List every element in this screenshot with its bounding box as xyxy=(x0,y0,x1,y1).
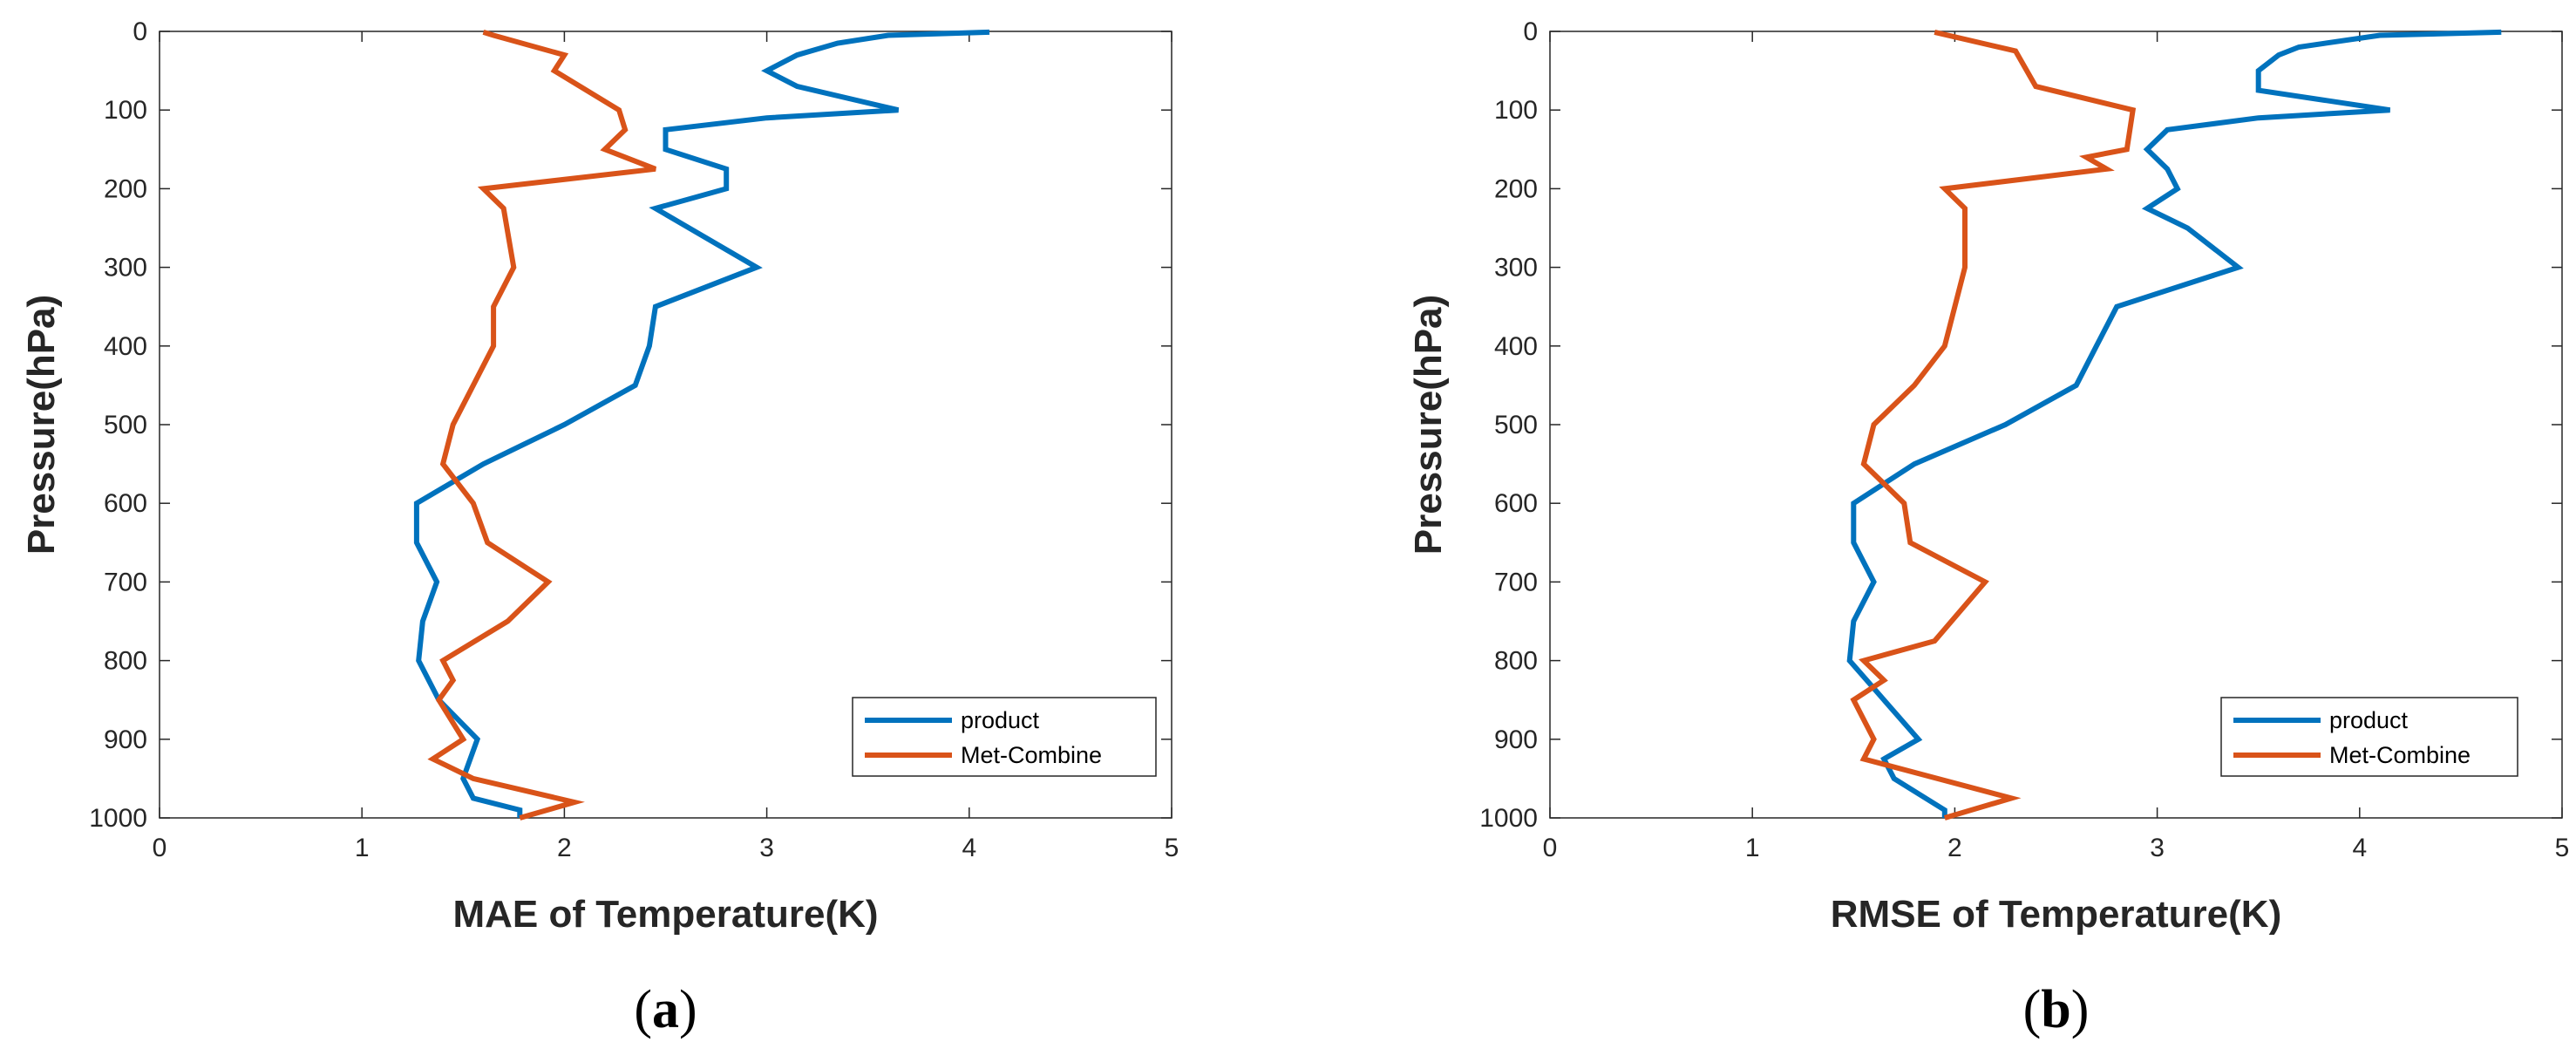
x-tick-label: 5 xyxy=(2555,834,2570,862)
y-tick-label: 0 xyxy=(133,17,147,46)
x-tick-label: 3 xyxy=(2150,834,2165,862)
y-tick-label: 400 xyxy=(104,332,147,361)
y-tick-label: 500 xyxy=(104,411,147,439)
panel-b: 0 1 2 3 4 5 0 100 200 300 400 500 600 700 800 900 1000 RM… xyxy=(1407,17,2569,1039)
y-tick-label: 500 xyxy=(1494,411,1538,439)
y-tick-label: 600 xyxy=(1494,489,1538,518)
y-axis-title: Pressure(hPa) xyxy=(20,295,63,555)
x-tick-label: 5 xyxy=(1165,834,1179,862)
legend-entry: Met-Combine xyxy=(2329,742,2471,768)
panel-caption-letter: b xyxy=(2041,980,2070,1039)
y-tick-label: 900 xyxy=(1494,725,1538,754)
legend-box xyxy=(2220,697,2518,777)
y-tick-label: 400 xyxy=(1494,332,1538,361)
y-tick-label: 600 xyxy=(104,489,147,518)
y-tick-label: 1000 xyxy=(1479,804,1538,833)
panel-a: 0 1 2 3 4 5 0 100 200 300 400 500 600 700 800 900 1000 MA… xyxy=(20,17,1179,1039)
y-tick-label: 900 xyxy=(104,725,147,754)
y-tick-label: 700 xyxy=(104,568,147,596)
legend-entry: product xyxy=(961,707,1040,733)
x-tick-label: 1 xyxy=(355,834,370,862)
x-axis-title: RMSE of Temperature(K) xyxy=(1831,893,2281,936)
legend-box xyxy=(852,697,1157,777)
y-tick-label: 200 xyxy=(1494,174,1538,203)
y-tick-label: 700 xyxy=(1494,568,1538,596)
panel-caption: (a) xyxy=(634,980,697,1039)
panel-caption: (b) xyxy=(2023,980,2090,1039)
y-axis-title: Pressure(hPa) xyxy=(1407,295,1450,555)
y-tick-label: 300 xyxy=(104,254,147,283)
y-tick-label: 100 xyxy=(104,96,147,125)
x-tick-label: 1 xyxy=(1745,834,1760,862)
x-tick-label: 0 xyxy=(153,834,167,862)
x-tick-label: 2 xyxy=(1947,834,1962,862)
x-tick-label: 0 xyxy=(1543,834,1558,862)
y-tick-label: 200 xyxy=(104,174,147,203)
y-tick-label: 300 xyxy=(1494,254,1538,283)
series-line-met-combine xyxy=(427,30,656,821)
y-tick-label: 1000 xyxy=(89,804,147,833)
plot-area xyxy=(1549,31,2563,819)
plot-area xyxy=(159,31,1172,819)
x-axis-title: MAE of Temperature(K) xyxy=(452,893,878,936)
panel-caption-letter: a xyxy=(652,980,679,1039)
series-line-met-combine xyxy=(1850,29,2137,821)
y-tick-label: 800 xyxy=(1494,647,1538,676)
y-tick-label: 100 xyxy=(1494,96,1538,125)
y-tick-label: 0 xyxy=(1523,17,1538,46)
x-tick-label: 4 xyxy=(962,834,976,862)
legend-entry: product xyxy=(2329,707,2409,733)
x-tick-label: 4 xyxy=(2352,834,2367,862)
legend-entry: Met-Combine xyxy=(961,742,1102,768)
x-tick-label: 2 xyxy=(557,834,572,862)
series-line-product xyxy=(1846,29,2502,818)
x-tick-label: 3 xyxy=(759,834,774,862)
y-tick-label: 800 xyxy=(104,647,147,676)
